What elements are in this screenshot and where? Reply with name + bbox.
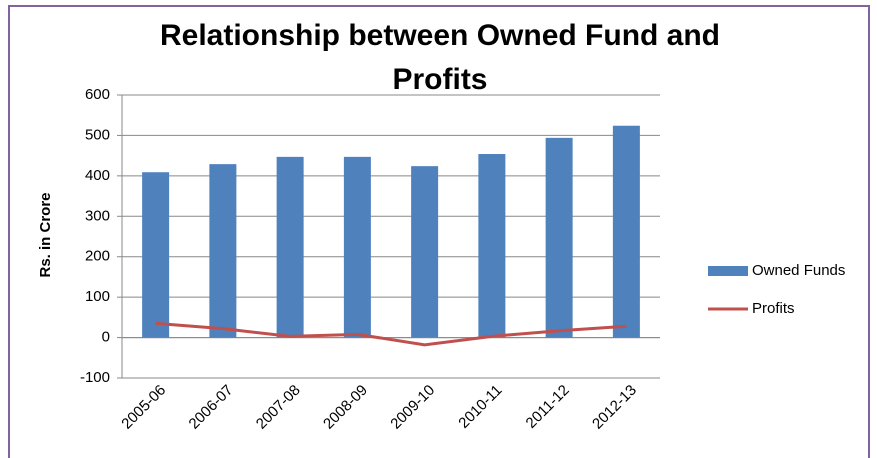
y-tick-label: 600 [85,86,110,103]
y-tick-label: 0 [102,329,110,346]
x-tick-label: 2012-13 [589,382,640,433]
legend-label: Owned Funds [752,262,845,279]
x-tick-label: 2006-07 [186,382,237,433]
y-tick-label: 100 [85,288,110,305]
y-tick-label: -100 [80,369,110,386]
x-tick-label: 2007-08 [253,382,304,433]
x-tick-label: 2008-09 [320,382,371,433]
bar [411,166,439,338]
bar [612,125,640,338]
frame [8,5,870,458]
bar [478,154,506,338]
y-tick-label: 300 [85,207,110,224]
bar [209,164,237,338]
x-tick-label: 2009-10 [387,382,438,433]
y-tick-label: 400 [85,167,110,184]
chart-title: Relationship between Owned Fund and Prof… [159,19,721,96]
line [155,321,627,347]
x-tick-label: 2010-11 [455,382,505,432]
bar [276,156,304,338]
bar [142,172,170,338]
y-tick-label: 200 [85,248,110,265]
y-axis-label: Rs. in Crore [37,192,54,277]
x-tick-label: 2005-06 [118,382,169,433]
bar [545,137,573,338]
legend-swatch [708,266,748,276]
legend-label: Profits [752,300,795,317]
y-tick-label: 500 [85,126,110,143]
bar [343,156,371,338]
x-tick-label: 2011-12 [523,382,573,432]
